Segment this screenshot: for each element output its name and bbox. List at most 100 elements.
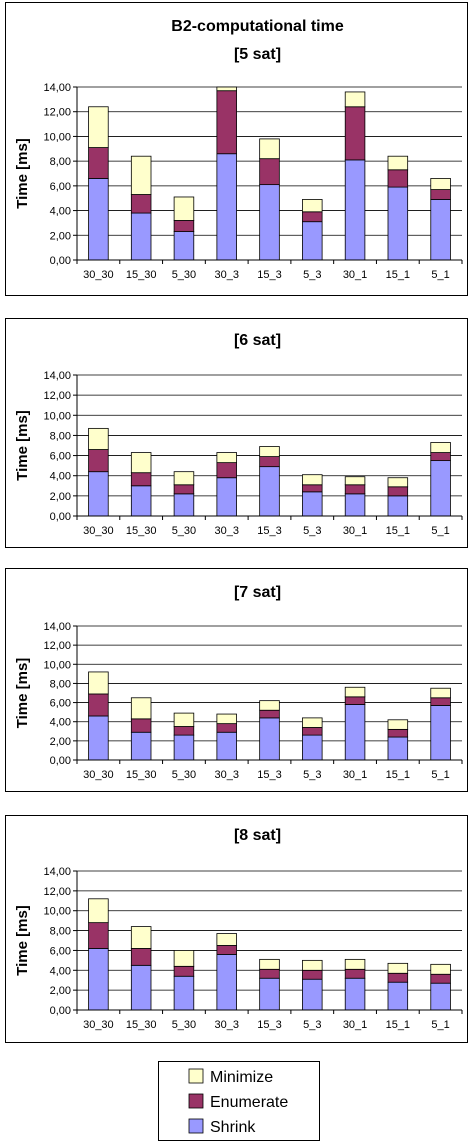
bar-segment-shrink bbox=[88, 178, 109, 261]
y-tick-label: 14,00 bbox=[43, 82, 71, 94]
bar-segment-shrink bbox=[130, 964, 152, 1011]
bar-segment-minimize bbox=[130, 697, 152, 720]
bar-segment-minimize bbox=[88, 427, 109, 450]
bar-segment-minimize bbox=[302, 717, 323, 728]
bar-segment-minimize bbox=[216, 452, 237, 464]
bar-segment-minimize bbox=[173, 471, 195, 486]
bar-segment-shrink bbox=[387, 736, 409, 761]
bar-segment-shrink bbox=[344, 159, 366, 261]
chart-title: [8 sat] bbox=[234, 827, 281, 844]
x-tick-label: 5_30 bbox=[172, 1019, 196, 1031]
y-axis-label: Time [ms] bbox=[14, 138, 31, 209]
y-tick-label: 6,00 bbox=[50, 945, 71, 957]
x-tick-label: 15_30 bbox=[126, 1019, 157, 1031]
bar-segment-minimize bbox=[130, 926, 152, 949]
bar-segment-enumerate bbox=[344, 106, 366, 161]
y-tick-label: 4,00 bbox=[50, 471, 71, 483]
x-tick-label: 5_1 bbox=[431, 769, 449, 781]
bar-segment-shrink bbox=[130, 212, 152, 261]
legend-swatch-minimize bbox=[188, 1068, 204, 1084]
y-tick-label: 8,00 bbox=[50, 926, 71, 938]
x-tick-label: 30_30 bbox=[83, 1019, 114, 1031]
y-tick-label: 6,00 bbox=[50, 698, 71, 710]
bar-segment-shrink bbox=[302, 978, 323, 1011]
bar-segment-enumerate bbox=[430, 697, 451, 706]
bar-segment-shrink bbox=[216, 477, 237, 517]
bar-segment-shrink bbox=[259, 466, 280, 517]
bar-segment-enumerate bbox=[130, 472, 152, 487]
bar-segment-shrink bbox=[387, 981, 409, 1011]
y-tick-label: 12,00 bbox=[43, 886, 71, 898]
bar-segment-minimize bbox=[430, 963, 451, 975]
bar-segment-shrink bbox=[344, 493, 366, 517]
bar-segment-enumerate bbox=[344, 696, 366, 705]
bar-segment-minimize bbox=[88, 671, 109, 695]
bar-segment-minimize bbox=[173, 712, 195, 727]
bar-segment-minimize bbox=[302, 959, 323, 971]
bar-segment-enumerate bbox=[344, 968, 366, 979]
bar-segment-shrink bbox=[302, 221, 323, 261]
x-tick-label: 5_30 bbox=[172, 769, 196, 781]
bar-segment-shrink bbox=[302, 491, 323, 517]
bar-segment-enumerate bbox=[344, 484, 366, 495]
x-tick-label: 5_3 bbox=[303, 269, 321, 281]
x-tick-label: 15_30 bbox=[126, 769, 157, 781]
chart-subtitle: [5 sat] bbox=[234, 46, 281, 63]
y-tick-label: 14,00 bbox=[43, 370, 71, 382]
bar-segment-minimize bbox=[387, 477, 409, 488]
bar-segment-enumerate bbox=[216, 945, 237, 955]
bar-segment-enumerate bbox=[259, 456, 280, 468]
bar-segment-minimize bbox=[344, 686, 366, 698]
y-axis-label: Time [ms] bbox=[14, 658, 31, 729]
y-tick-label: 4,00 bbox=[50, 206, 71, 218]
y-tick-label: 10,00 bbox=[43, 131, 71, 143]
bar-segment-enumerate bbox=[216, 723, 237, 733]
bar-segment-shrink bbox=[387, 495, 409, 517]
y-tick-label: 4,00 bbox=[50, 717, 71, 729]
bar-segment-enumerate bbox=[387, 728, 409, 738]
bar-segment-enumerate bbox=[216, 90, 237, 155]
x-tick-label: 5_1 bbox=[431, 269, 449, 281]
x-tick-label: 15_3 bbox=[257, 525, 281, 537]
bar-segment-shrink bbox=[216, 953, 237, 1011]
x-tick-label: 30_1 bbox=[343, 1019, 367, 1031]
bar-segment-shrink bbox=[430, 199, 451, 261]
x-tick-label: 30_30 bbox=[83, 269, 114, 281]
x-tick-label: 5_1 bbox=[431, 525, 449, 537]
x-tick-label: 15_1 bbox=[386, 525, 410, 537]
chart-title: [7 sat] bbox=[234, 584, 281, 601]
bar-segment-enumerate bbox=[173, 726, 195, 736]
y-tick-label: 12,00 bbox=[43, 640, 71, 652]
y-tick-label: 6,00 bbox=[50, 451, 71, 463]
x-tick-label: 30_3 bbox=[214, 769, 238, 781]
bar-segment-enumerate bbox=[88, 693, 109, 717]
bar-segment-enumerate bbox=[259, 158, 280, 186]
y-tick-label: 12,00 bbox=[43, 107, 71, 119]
y-tick-label: 10,00 bbox=[43, 659, 71, 671]
legend-frame bbox=[158, 1061, 320, 1141]
x-tick-label: 5_1 bbox=[431, 1019, 449, 1031]
chart-panel-1: B2-computational time [5 sat] 0,00 2,00 4,00… bbox=[5, 2, 468, 296]
bar-segment-minimize bbox=[387, 962, 409, 974]
bar-segment-enumerate bbox=[302, 727, 323, 736]
bar-segment-minimize bbox=[387, 155, 409, 171]
bar-segment-enumerate bbox=[387, 169, 409, 188]
y-tick-label: 0,00 bbox=[50, 511, 71, 523]
y-axis-label: Time [ms] bbox=[14, 410, 31, 481]
bar-segment-shrink bbox=[387, 186, 409, 261]
bar-segment-shrink bbox=[88, 715, 109, 761]
chart-panel-4: [8 sat] 0,00 2,00 4,00 6,00 8,00 10,00 12,00 14,… bbox=[5, 815, 468, 1043]
y-tick-label: 2,00 bbox=[50, 491, 71, 503]
bar-segment-enumerate bbox=[173, 965, 195, 977]
bar-segment-minimize bbox=[259, 958, 280, 970]
bar-segment-minimize bbox=[302, 199, 323, 213]
x-tick-label: 15_1 bbox=[386, 269, 410, 281]
x-tick-label: 15_3 bbox=[257, 1019, 281, 1031]
legend-label: Shrink bbox=[210, 1119, 256, 1136]
x-tick-label: 5_3 bbox=[303, 525, 321, 537]
bar-segment-shrink bbox=[302, 734, 323, 761]
bar-segment-minimize bbox=[259, 700, 280, 711]
y-tick-label: 4,00 bbox=[50, 965, 71, 977]
x-tick-label: 15_1 bbox=[386, 769, 410, 781]
